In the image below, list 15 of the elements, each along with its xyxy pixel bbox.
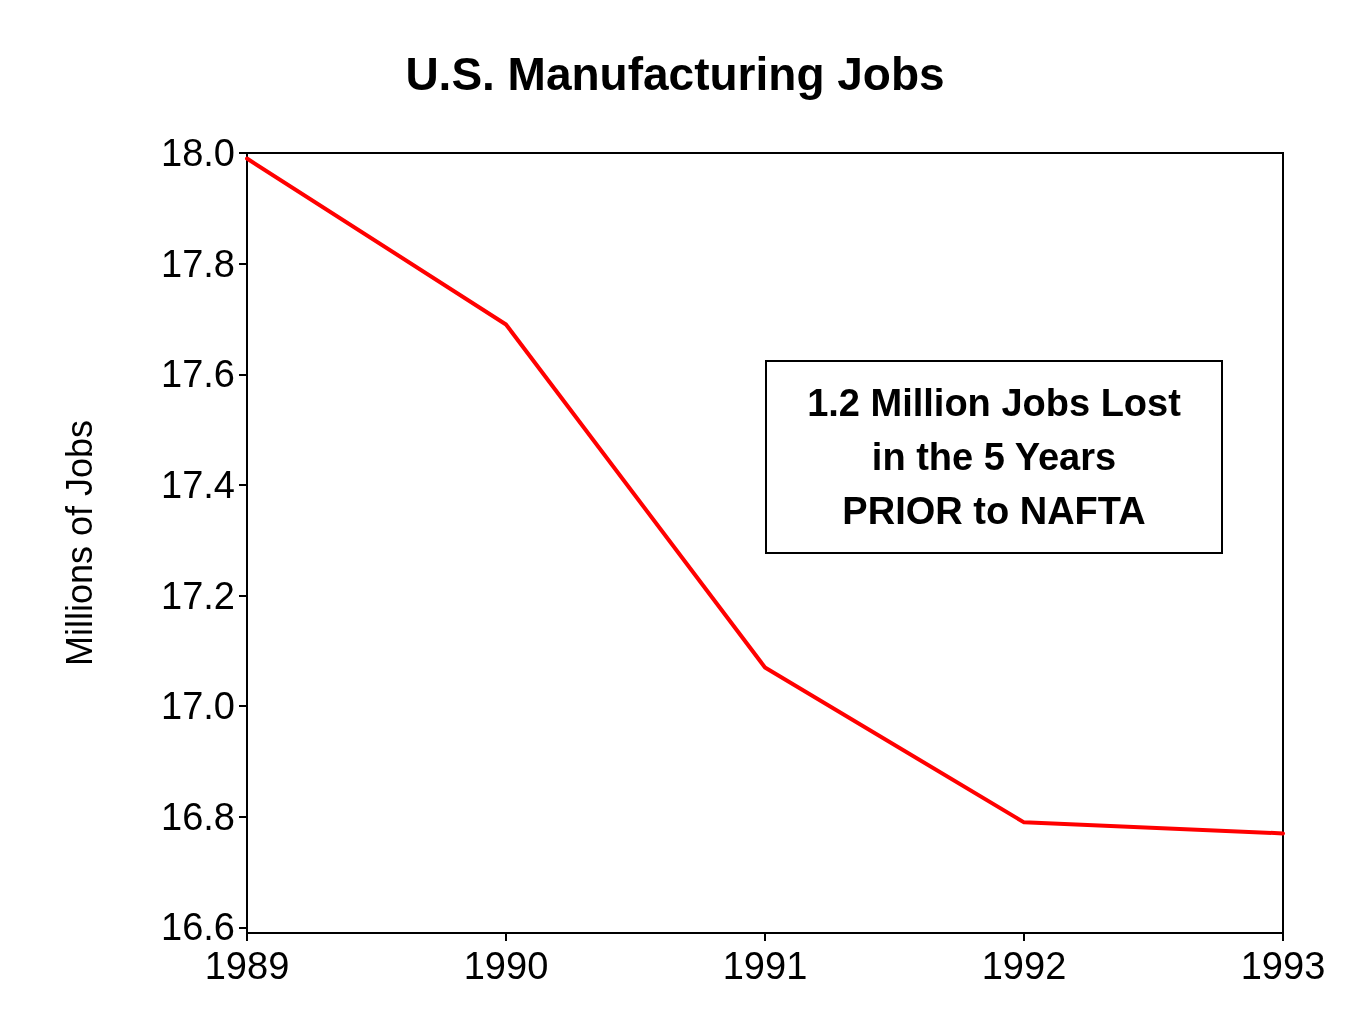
x-tick-label: 1990 [463, 945, 549, 987]
line-series [245, 156, 1285, 836]
y-tick-label: 17.2 [161, 574, 235, 617]
y-axis-title: Millions of Jobs [58, 419, 100, 667]
x-tick-label: 1992 [981, 945, 1067, 987]
chart-title: U.S. Manufacturing Jobs [405, 48, 945, 100]
x-tick-label: 1991 [722, 945, 808, 987]
y-tick-label: 17.8 [161, 242, 235, 285]
y-tick-label: 17.4 [161, 463, 235, 506]
y-tick-label: 17.6 [161, 353, 235, 396]
y-tick-label: 16.8 [161, 795, 235, 838]
y-tick-label: 17.0 [161, 685, 235, 728]
y-tick-label: 18.0 [161, 132, 235, 174]
x-tick-label: 1993 [1240, 945, 1326, 987]
annotation: 1.2 Million Jobs Lost in the 5 Years PRIOR to NAFTA [765, 360, 1223, 554]
